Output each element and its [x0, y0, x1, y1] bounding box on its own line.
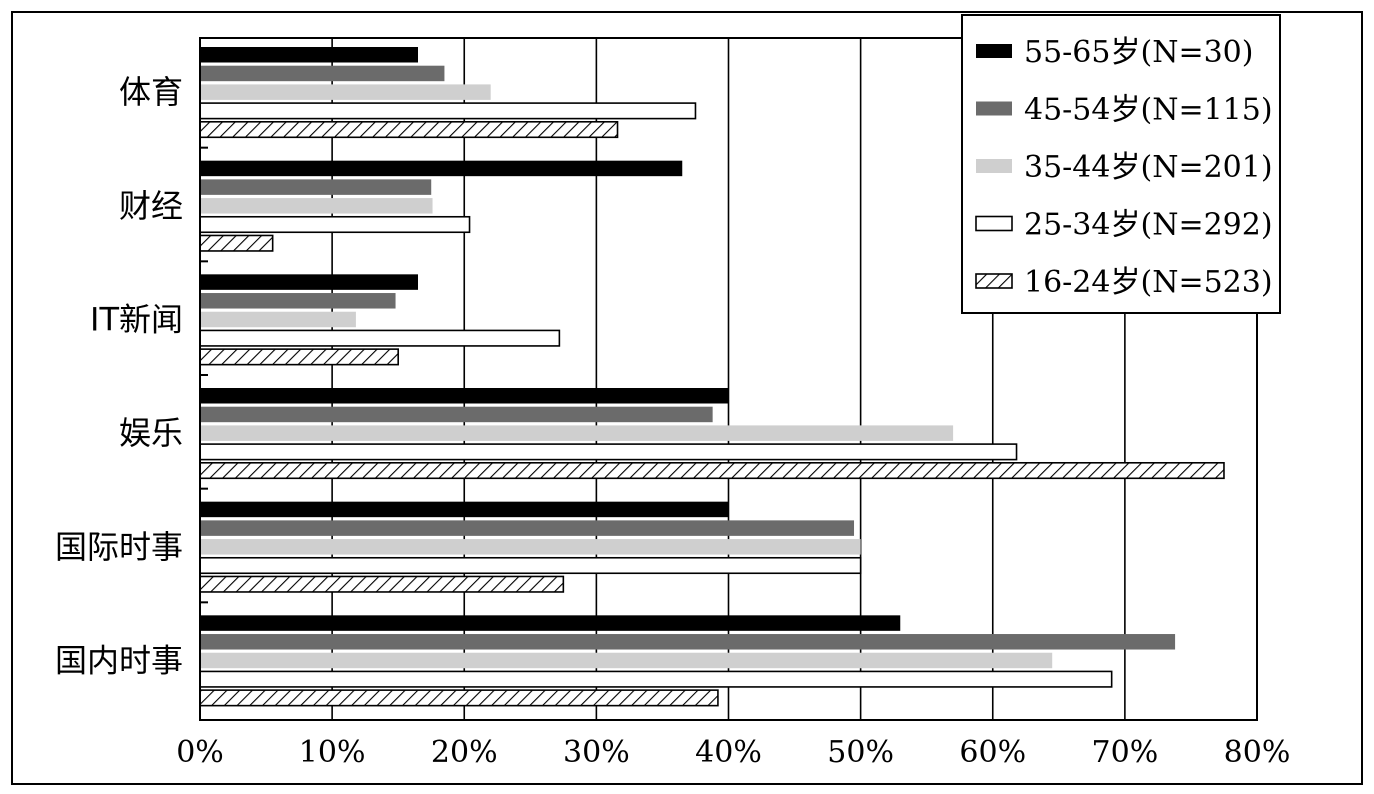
x-tick-label: 0%: [176, 735, 224, 770]
legend-label: 35-44岁(N=201): [1024, 150, 1273, 185]
legend-label: 25-34岁(N=292): [1024, 208, 1273, 243]
bar: [200, 274, 419, 290]
legend-swatch: [975, 273, 1013, 289]
bar: [199, 689, 719, 707]
legend-label: 45-54岁(N=115): [1024, 93, 1273, 128]
category-label: IT新闻: [90, 300, 183, 338]
bar: [200, 634, 1176, 650]
bar: [200, 425, 954, 441]
legend-swatch: [976, 44, 1012, 58]
bar: [199, 556, 862, 575]
bar: [199, 575, 565, 593]
bar: [199, 443, 1018, 461]
bars: [199, 47, 1225, 707]
legend-swatch: [975, 215, 1013, 232]
legend-label: 55-65岁(N=30): [1024, 35, 1253, 70]
x-tick-label: 10%: [299, 735, 366, 770]
x-tick-label: 60%: [959, 735, 1026, 770]
bar: [199, 234, 274, 252]
bar: [200, 160, 683, 177]
x-tick-labels: 0% 10% 20% 30% 40% 50% 60% 70% 80%: [176, 735, 1290, 770]
bar: [199, 329, 561, 347]
bar: [200, 47, 419, 63]
bar: [200, 293, 396, 309]
category-label: 国内时事: [55, 641, 183, 679]
legend-box: [961, 14, 1281, 314]
plot-area-border: [199, 37, 1258, 721]
bar: [199, 348, 399, 366]
x-tick-label: 70%: [1092, 735, 1159, 770]
x-tick-label: 30%: [563, 735, 630, 770]
bar: [200, 65, 445, 82]
bar: [200, 539, 861, 555]
legend-label: 16-24岁(N=523): [1024, 265, 1273, 300]
bar: [199, 670, 1113, 688]
legend-swatch: [976, 101, 1012, 116]
legend-swatch: [976, 159, 1012, 173]
bar: [200, 388, 729, 404]
bar: [200, 179, 432, 195]
category-label: 财经: [119, 187, 183, 225]
x-tick-label: 80%: [1224, 735, 1291, 770]
bar: [200, 406, 713, 423]
bar: [200, 652, 1053, 669]
bar: [200, 84, 491, 100]
outer-frame: [11, 11, 1363, 785]
bar: [200, 501, 729, 518]
bar: [199, 215, 471, 234]
x-tick-label: 20%: [431, 735, 498, 770]
bar: [200, 520, 855, 536]
category-label: 体育: [119, 73, 183, 111]
legend: 55-65岁(N=30) 45-54岁(N=115) 35-44岁(N=201) 25…: [961, 14, 1281, 314]
category-label: 娱乐: [119, 414, 183, 452]
bar: [200, 615, 901, 631]
category-label: 国际时事: [55, 528, 183, 566]
bar: [199, 102, 697, 120]
bar: [200, 311, 356, 328]
bar: [200, 198, 433, 214]
bar: [199, 461, 1225, 480]
x-tick-label: 50%: [827, 735, 894, 770]
x-tick-label: 40%: [695, 735, 762, 770]
axes: [199, 37, 1258, 721]
bar: [199, 121, 619, 139]
